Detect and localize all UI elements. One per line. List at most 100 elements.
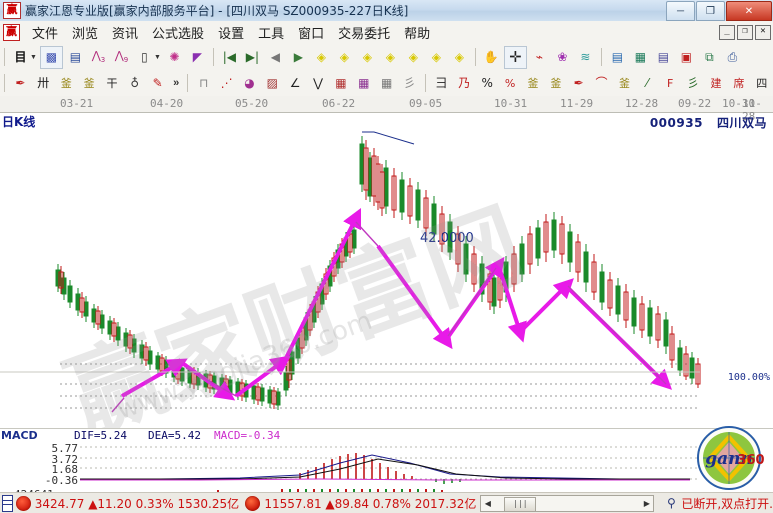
chart-area[interactable]: 03-21 04-20 05-20 06-22 09-05 10-31 11-2… bbox=[0, 96, 773, 492]
slash-eq-icon[interactable]: ⁄ bbox=[646, 76, 649, 90]
gold-eq-icon[interactable]: 釜 bbox=[550, 76, 562, 90]
gann-fan-icon[interactable]: ✺ bbox=[169, 50, 180, 64]
date-tick: 10-30 bbox=[722, 97, 756, 110]
red2-eq-icon[interactable]: 席 bbox=[733, 76, 745, 90]
calendar-21-icon[interactable]: ▤ bbox=[611, 50, 624, 64]
indicator-3-icon[interactable]: ⋀3 bbox=[91, 48, 106, 65]
zoom-left-icon[interactable]: ◈ bbox=[316, 50, 326, 64]
grid-lines-icon[interactable]: 卅 bbox=[37, 76, 50, 90]
arc-eq-icon[interactable]: ⌒ bbox=[595, 76, 608, 90]
next-icon[interactable]: ▶ bbox=[293, 50, 303, 64]
gold-fork-2-icon[interactable]: 釜 bbox=[83, 76, 95, 90]
pen-red-icon[interactable]: ✒ bbox=[15, 76, 26, 90]
toolbar-separator-3 bbox=[474, 48, 476, 66]
network-chart-icon[interactable]: ▩ bbox=[39, 45, 63, 69]
indicator-9-icon[interactable]: ⋀9 bbox=[114, 48, 129, 65]
index-sh-value[interactable]: 3424.77 ▲11.20 0.33% 1530.25亿 bbox=[34, 497, 240, 511]
four-eq-icon[interactable]: 四 bbox=[756, 76, 768, 90]
toolbar-overflow-icon[interactable]: » bbox=[173, 77, 180, 89]
gold-eq2-icon[interactable]: 釜 bbox=[618, 76, 630, 90]
maximize-button[interactable]: ❐ bbox=[696, 1, 725, 21]
chevron-down-icon-2[interactable]: ▼ bbox=[153, 53, 161, 61]
crosshair-icon[interactable]: ✛ bbox=[503, 45, 527, 69]
scroll-left-arrow-icon[interactable]: ◀ bbox=[484, 499, 491, 508]
kline-canvas[interactable] bbox=[0, 96, 773, 492]
candle-icon[interactable]: ▯ bbox=[141, 50, 148, 64]
menu-item-file[interactable]: 文件 bbox=[32, 27, 59, 42]
scroll-track[interactable]: ||| bbox=[494, 497, 641, 512]
hand-pan-icon[interactable]: ✋ bbox=[483, 50, 499, 64]
connection-tower-icon[interactable]: ⚲ bbox=[666, 496, 676, 510]
clipboard-icon[interactable]: ▤ bbox=[69, 50, 82, 64]
close-button[interactable]: ✕ bbox=[726, 1, 772, 21]
menu-item-tools[interactable]: 工具 bbox=[258, 27, 285, 42]
percent-line-icon[interactable]: 乃 bbox=[458, 76, 471, 90]
box-range-icon[interactable]: ⊓ bbox=[199, 76, 209, 90]
menu-item-formula-screen[interactable]: 公式选股 bbox=[152, 27, 205, 42]
brush-eq-icon[interactable]: 彡 bbox=[687, 76, 700, 90]
gann-circle-icon[interactable]: ◕ bbox=[244, 76, 255, 90]
trend-arrows bbox=[121, 207, 673, 401]
mdi-minimize-button[interactable]: _ bbox=[719, 25, 735, 40]
grid-red-icon[interactable]: ▦ bbox=[335, 76, 347, 90]
bar-ladder-icon[interactable]: 彐 bbox=[435, 76, 448, 90]
minimize-button[interactable]: ─ bbox=[666, 1, 695, 21]
scroll-thumb[interactable]: ||| bbox=[504, 497, 537, 512]
percent-icon[interactable]: % bbox=[481, 76, 493, 90]
f-fork-icon[interactable]: 干 bbox=[106, 76, 118, 90]
pen-fork-icon[interactable]: ✎ bbox=[152, 76, 163, 90]
scroll-right-arrow-icon[interactable]: ▶ bbox=[643, 499, 650, 508]
macd-dif-value: DIF=5.24 bbox=[74, 429, 127, 442]
menu-item-settings[interactable]: 设置 bbox=[218, 27, 245, 42]
calendar-period-icon[interactable]: 目 bbox=[14, 50, 27, 64]
table-icon[interactable]: ▦ bbox=[634, 50, 647, 64]
copy-icon[interactable]: ⧉ bbox=[705, 50, 714, 64]
zoom-in-icon[interactable]: ◈ bbox=[362, 50, 372, 64]
pen-eq-icon[interactable]: ✒ bbox=[573, 76, 584, 90]
pane-label-kline: 日K线 bbox=[2, 115, 36, 129]
f-eq-icon[interactable]: F bbox=[667, 76, 674, 90]
grid-gray-icon[interactable]: ▦ bbox=[381, 76, 393, 90]
gold-circle-icon[interactable]: 釜 bbox=[527, 76, 539, 90]
index-sz-value[interactable]: 11557.81 ▲89.84 0.78% 2017.32亿 bbox=[264, 497, 477, 511]
percent-eq-icon[interactable]: % bbox=[504, 76, 516, 90]
gann-square-icon[interactable]: ▨ bbox=[266, 76, 278, 90]
gold-fork-1-icon[interactable]: 釜 bbox=[60, 76, 72, 90]
zoom-right-icon[interactable]: ◈ bbox=[339, 50, 349, 64]
draw-line-icon[interactable]: ⌁ bbox=[535, 50, 543, 64]
grid-purple-icon[interactable]: ▦ bbox=[358, 76, 370, 90]
angle-lines-icon[interactable]: ∠ bbox=[289, 76, 301, 90]
date-axis: 03-21 04-20 05-20 06-22 09-05 10-31 11-2… bbox=[0, 96, 773, 113]
zigzag-icon[interactable]: ⋁ bbox=[313, 76, 323, 90]
expand-icon[interactable]: ◈ bbox=[408, 50, 418, 64]
fit-icon[interactable]: ◈ bbox=[454, 50, 464, 64]
menu-item-trade[interactable]: 交易委托 bbox=[338, 27, 391, 42]
horizontal-scrollbar[interactable]: ◀ ||| ▶ bbox=[480, 495, 655, 512]
last-page-icon[interactable]: ▶| bbox=[245, 50, 260, 64]
mdi-close-button[interactable]: ✕ bbox=[755, 25, 771, 40]
first-page-icon[interactable]: |◀ bbox=[222, 50, 237, 64]
mdi-restore-button[interactable]: ❐ bbox=[737, 25, 753, 40]
menu-item-browse[interactable]: 浏览 bbox=[72, 27, 99, 42]
menu-item-help[interactable]: 帮助 bbox=[404, 27, 431, 42]
menu-item-news[interactable]: 资讯 bbox=[112, 27, 139, 42]
zoom-out-icon[interactable]: ◈ bbox=[385, 50, 395, 64]
index-badge-sz-icon bbox=[245, 496, 261, 511]
prev-icon[interactable]: ◀ bbox=[270, 50, 280, 64]
flower-icon[interactable]: ❀ bbox=[557, 50, 568, 64]
spiral-fork-icon[interactable]: ♁ bbox=[130, 76, 140, 90]
trend-gray-icon[interactable]: 彡 bbox=[403, 76, 416, 90]
contract-icon[interactable]: ◈ bbox=[431, 50, 441, 64]
connection-status[interactable]: 已断开,双点打开. bbox=[681, 497, 773, 511]
chevron-down-icon[interactable]: ▼ bbox=[30, 53, 37, 61]
fan-lines-icon[interactable]: ⋰ bbox=[220, 76, 233, 90]
grid-toggle-icon[interactable] bbox=[2, 495, 13, 512]
save-icon[interactable]: ▣ bbox=[680, 50, 693, 64]
wave-icon[interactable]: ≋ bbox=[580, 50, 591, 64]
multicolor-chart-icon[interactable]: ◤ bbox=[192, 50, 202, 64]
report-icon[interactable]: ▤ bbox=[657, 50, 670, 64]
macd-pane[interactable]: MACD DIF=5.24 DEA=5.42 MACD=-0.34 5.77 3… bbox=[0, 428, 773, 489]
print-icon[interactable]: ⎙ bbox=[727, 50, 738, 64]
menu-item-window[interactable]: 窗口 bbox=[298, 27, 325, 42]
red1-eq-icon[interactable]: 建 bbox=[710, 76, 722, 90]
